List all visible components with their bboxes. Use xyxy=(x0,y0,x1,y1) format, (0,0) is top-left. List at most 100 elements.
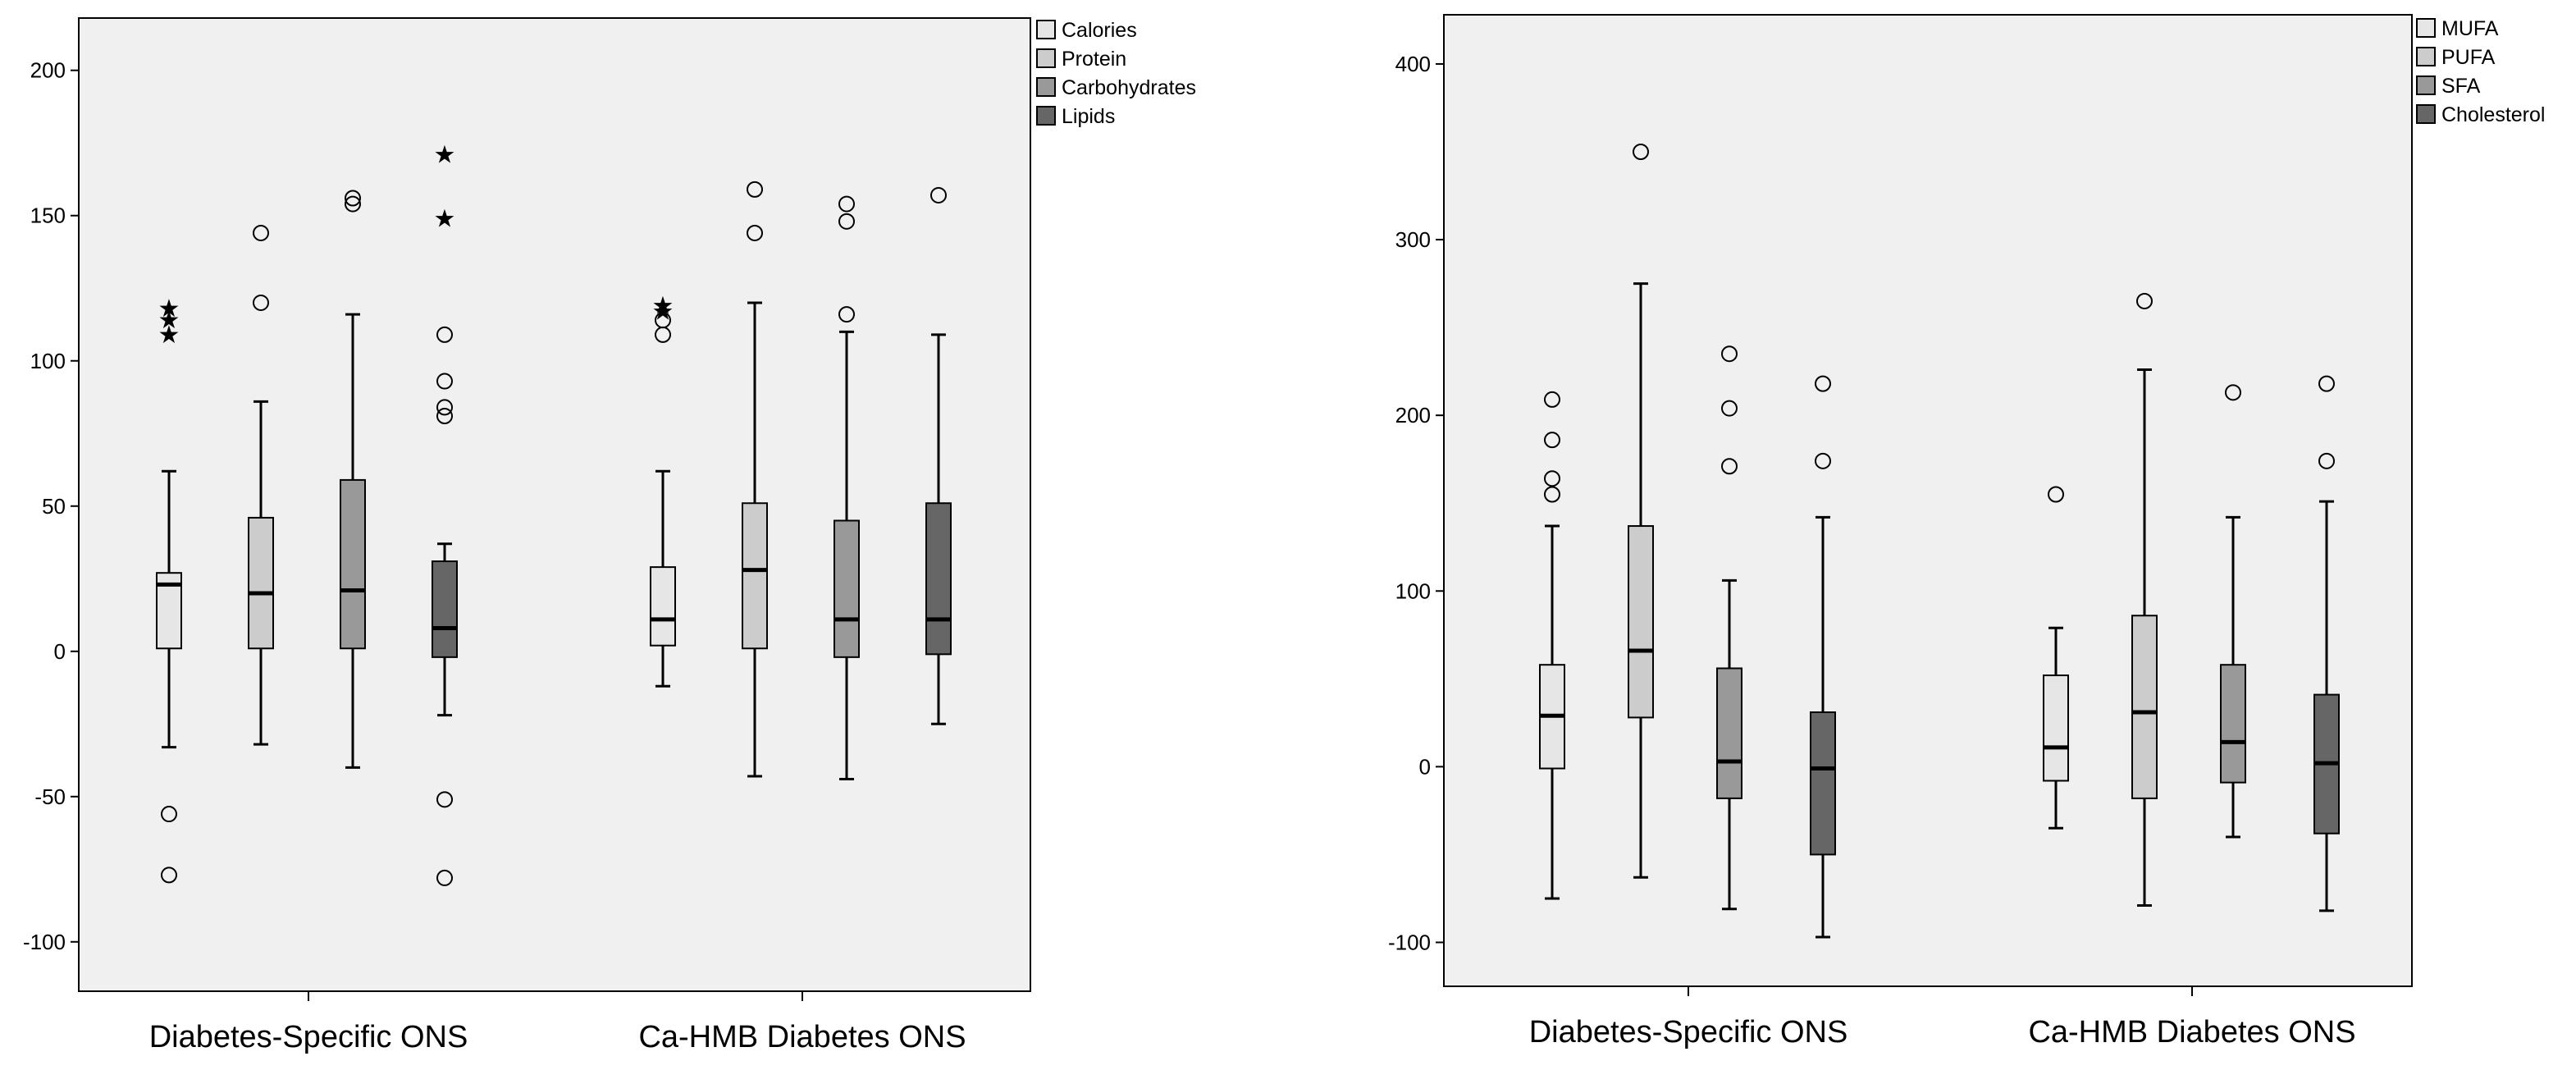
outlier-point xyxy=(655,312,671,329)
box-mufa-2 xyxy=(2043,486,2069,830)
outlier-point xyxy=(253,294,269,311)
outlier-point xyxy=(747,181,763,198)
legend-label: Carbohydrates xyxy=(1062,76,1196,99)
box-protein-2 xyxy=(742,181,768,778)
box-body xyxy=(1628,525,1654,719)
outlier-point xyxy=(253,224,269,241)
box-sfa-1 xyxy=(1716,345,1742,911)
outlier-point xyxy=(436,399,453,416)
legend-label: MUFA xyxy=(2441,17,2499,40)
x-category-label: Ca-HMB Diabetes ONS xyxy=(638,1020,966,1054)
box-body xyxy=(1716,667,1742,799)
outlier-point xyxy=(1544,486,1560,503)
box-calories-2: ★★ xyxy=(650,291,676,688)
box-mufa-1 xyxy=(1539,391,1565,900)
x-category-label: Ca-HMB Diabetes ONS xyxy=(2028,1015,2355,1049)
extreme-point: ★ xyxy=(434,140,456,169)
y-tick-label: 100 xyxy=(1395,578,1431,603)
extreme-point: ★ xyxy=(158,321,180,350)
extreme-point: ★ xyxy=(652,298,674,327)
y-tick-label: 200 xyxy=(1395,403,1431,428)
x-category-label: Diabetes-Specific ONS xyxy=(149,1020,468,1054)
legend-label: Lipids xyxy=(1062,105,1115,128)
outlier-point xyxy=(1721,400,1738,417)
outlier-point xyxy=(930,186,947,203)
box-lipids-1: ★★ xyxy=(432,140,458,886)
y-tick-label: 50 xyxy=(42,494,66,519)
legend-swatch xyxy=(2416,18,2436,38)
box-lipids-2 xyxy=(925,186,952,725)
outlier-point xyxy=(436,408,453,425)
legend-swatch xyxy=(2416,75,2436,95)
y-tick-label: -100 xyxy=(1388,930,1431,954)
extreme-point: ★ xyxy=(158,295,180,323)
box-body xyxy=(650,566,676,647)
outlier-point xyxy=(1544,391,1560,408)
outlier-point xyxy=(1721,345,1738,363)
outlier-point xyxy=(1544,470,1560,487)
legend-swatch xyxy=(1036,20,1056,39)
legend-swatch xyxy=(1036,48,1056,68)
box-body xyxy=(2131,615,2158,799)
box-body xyxy=(432,560,458,658)
y-tick-label: 400 xyxy=(1395,52,1431,76)
outlier-point xyxy=(345,190,361,207)
box-body xyxy=(742,502,768,650)
box-cholesterol-1 xyxy=(1810,375,1836,939)
outlier-point xyxy=(1815,375,1831,392)
outlier-point xyxy=(838,213,855,230)
y-tick-label: -100 xyxy=(23,930,66,954)
outlier-point xyxy=(838,195,855,213)
outlier-point xyxy=(436,791,453,808)
outlier-point xyxy=(2136,292,2153,309)
legend-swatch xyxy=(2416,104,2436,124)
chart-panel-2: 400 300 200 100 0 -100 Diabetes-Specific ONS Ca… xyxy=(1388,14,2545,1049)
outlier-point xyxy=(838,306,855,323)
legend-label: SFA xyxy=(2441,75,2481,98)
legend-label: Calories xyxy=(1062,19,1137,42)
box-calories-1: ★★★ xyxy=(156,295,182,884)
box-body xyxy=(340,478,366,650)
legend-label: Protein xyxy=(1062,48,1126,71)
box-body xyxy=(248,516,274,650)
y-tick-label: -50 xyxy=(34,784,66,809)
outlier-point xyxy=(161,867,177,884)
x-category-label: Diabetes-Specific ONS xyxy=(1529,1015,1848,1049)
outlier-point xyxy=(1633,144,1649,161)
extreme-point: ★ xyxy=(652,291,674,320)
legend-swatch xyxy=(2416,47,2436,66)
y-tick-label: 300 xyxy=(1395,227,1431,252)
extreme-point: ★ xyxy=(434,204,456,233)
y-tick-label: 0 xyxy=(54,639,66,664)
box-body xyxy=(834,519,860,658)
y-tick-label: 150 xyxy=(30,203,66,228)
outlier-point xyxy=(1721,458,1738,475)
box-protein-1 xyxy=(248,224,274,746)
outlier-point xyxy=(1815,452,1831,469)
legend: MUFA PUFA SFA Cholesterol xyxy=(2416,17,2545,126)
outlier-point xyxy=(436,326,453,343)
outlier-point xyxy=(747,224,763,241)
plot-area xyxy=(78,17,1031,992)
legend: Calories Protein Carbohydrates Lipids xyxy=(1036,19,1196,128)
legend-swatch xyxy=(1036,106,1056,126)
box-body xyxy=(925,502,952,656)
box-cholesterol-2 xyxy=(2313,375,2340,912)
box-pufa-1 xyxy=(1628,144,1654,879)
y-tick-label: 200 xyxy=(30,58,66,83)
box-pufa-2 xyxy=(2131,292,2158,908)
outlier-point xyxy=(436,869,453,886)
outlier-point xyxy=(436,373,453,390)
box-body xyxy=(2043,674,2069,782)
y-tick-label: 100 xyxy=(30,349,66,373)
outlier-point xyxy=(345,195,361,213)
legend-label: Cholesterol xyxy=(2441,103,2545,126)
outlier-point xyxy=(161,806,177,823)
legend-label: PUFA xyxy=(2441,46,2496,69)
plot-area xyxy=(1443,14,2413,987)
legend-swatch xyxy=(1036,77,1056,97)
box-carbohydrates-1 xyxy=(340,190,366,769)
outlier-point xyxy=(1544,432,1560,449)
